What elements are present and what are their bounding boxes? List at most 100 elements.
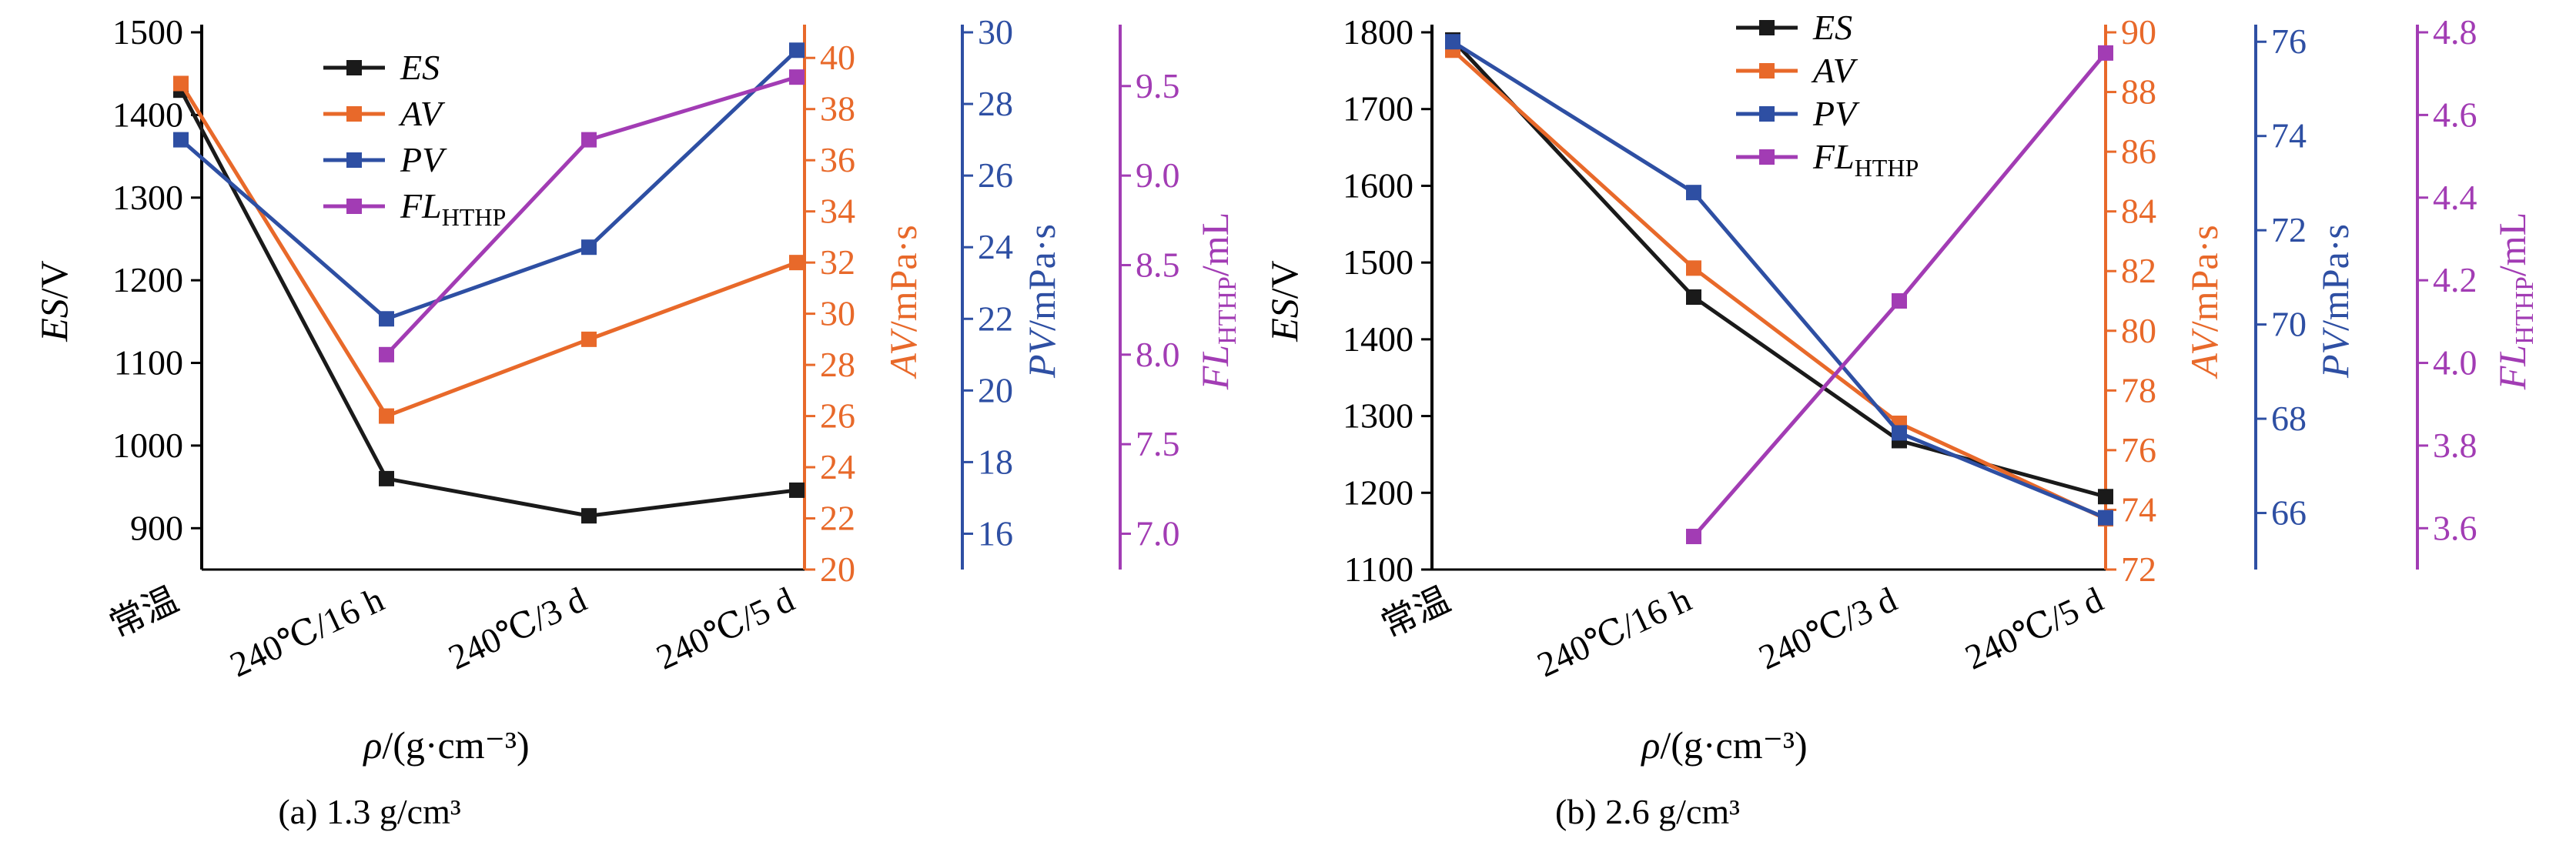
series-av bbox=[173, 75, 805, 424]
data-point bbox=[581, 331, 597, 347]
y-tick-label: 16 bbox=[978, 513, 1013, 553]
y-tick-label: 7.0 bbox=[1136, 513, 1180, 553]
y-tick-label: 88 bbox=[2121, 72, 2156, 112]
x-tick-label: 240℃/16 h bbox=[1531, 580, 1697, 685]
y-tick-label: 3.8 bbox=[2433, 426, 2477, 465]
y-tick-label: 70 bbox=[2271, 305, 2307, 344]
y-tick-label: 34 bbox=[820, 192, 855, 231]
data-point bbox=[789, 482, 805, 498]
y-tick-label: 84 bbox=[2121, 192, 2156, 231]
y-tick-label: 32 bbox=[820, 242, 855, 282]
series-line bbox=[179, 82, 798, 419]
legend-label: AV bbox=[1811, 51, 1858, 90]
legend: ES AV PV FLHTHP bbox=[323, 48, 506, 231]
y-axis-title: AV/mPa·s bbox=[2183, 225, 2226, 379]
y-axis-av: 20 22 24 26 28 30 32 34 36 38 40 AV/mPa·s bbox=[803, 25, 925, 589]
y-tick-label: 66 bbox=[2271, 493, 2307, 533]
y-tick-label: 68 bbox=[2271, 399, 2307, 438]
data-point bbox=[2098, 45, 2113, 61]
y-axis-title: ES/V bbox=[32, 260, 75, 342]
data-point bbox=[173, 132, 189, 148]
y-tick-label: 86 bbox=[2121, 132, 2156, 171]
series-line bbox=[1451, 48, 2107, 521]
legend-marker bbox=[1759, 106, 1775, 122]
x-tick-label: 常温 bbox=[103, 580, 184, 645]
data-point bbox=[789, 69, 805, 85]
series-line bbox=[179, 48, 798, 322]
data-point bbox=[1686, 185, 1701, 201]
y-tick-label: 1500 bbox=[112, 12, 183, 52]
y-tick-label: 36 bbox=[820, 140, 855, 179]
series-line bbox=[179, 89, 798, 518]
y-tick-label: 72 bbox=[2121, 550, 2156, 589]
series-line bbox=[1451, 40, 2106, 520]
x-tick-label: 常温 bbox=[1375, 580, 1456, 645]
y-tick-label: 28 bbox=[978, 84, 1013, 123]
x-axis-title: ρ/(g·cm⁻³) bbox=[362, 723, 529, 767]
y-tick-label: 30 bbox=[978, 12, 1013, 52]
y-tick-label: 8.5 bbox=[1136, 245, 1180, 284]
y-tick-label: 1100 bbox=[1344, 550, 1413, 589]
y-tick-label: 1300 bbox=[112, 178, 183, 217]
y-tick-label: 1200 bbox=[112, 260, 183, 299]
legend-label: ES bbox=[1812, 8, 1852, 47]
y-tick-label: 78 bbox=[2121, 370, 2156, 409]
x-tick-label: 240℃/3 d bbox=[443, 580, 592, 677]
data-point bbox=[1686, 289, 1701, 306]
data-point bbox=[789, 42, 805, 58]
data-point bbox=[379, 408, 394, 424]
y-tick-label: 9.5 bbox=[1136, 66, 1180, 105]
y-tick-label: 26 bbox=[820, 396, 855, 436]
data-point bbox=[1686, 529, 1701, 545]
data-point bbox=[581, 132, 597, 148]
y-axis-title: PV/mPa·s bbox=[1020, 224, 1063, 379]
x-tick-label: 240℃/5 d bbox=[651, 580, 800, 677]
y-tick-label: 1600 bbox=[1343, 165, 1413, 205]
y-tick-label: 72 bbox=[2271, 210, 2307, 249]
legend-label: PV bbox=[400, 140, 447, 179]
y-tick-label: 76 bbox=[2271, 22, 2307, 61]
y-axis-pv: 66 68 70 72 74 76 PV/mPa·s bbox=[2254, 22, 2357, 570]
data-point bbox=[789, 255, 805, 271]
y-axis-title: ES/V bbox=[1263, 260, 1306, 342]
data-point bbox=[1686, 260, 1701, 276]
data-point bbox=[379, 470, 394, 486]
y-axis-pv: 16 18 20 22 24 26 28 30 PV/mPa·s bbox=[961, 12, 1063, 570]
y-axis-title: FLHTHP/mL bbox=[2491, 212, 2539, 390]
data-point bbox=[2098, 510, 2113, 526]
legend-label: AV bbox=[398, 94, 446, 133]
y-tick-label: 4.8 bbox=[2433, 12, 2477, 52]
y-tick-label: 4.0 bbox=[2433, 343, 2477, 383]
y-axis-es: 1100 1200 1300 1400 1500 1600 1700 1800 ES/V bbox=[1263, 12, 1434, 589]
panel-caption: (a) 1.3 g/cm³ bbox=[278, 792, 460, 831]
legend-label: FLHTHP bbox=[400, 186, 506, 231]
chart-panel-a: 900100011001200130014001500ES/V202224262… bbox=[32, 12, 1242, 831]
y-axis-fl: 7.0 7.5 8.0 8.5 9.0 9.5 FLHTHP/mL bbox=[1119, 25, 1242, 570]
y-tick-label: 18 bbox=[978, 442, 1013, 481]
x-tick-label: 240℃/3 d bbox=[1753, 580, 1902, 677]
y-tick-label: 90 bbox=[2121, 12, 2156, 52]
x-axis-title: ρ/(g·cm⁻³) bbox=[1640, 723, 1807, 767]
data-point bbox=[581, 239, 597, 256]
y-tick-label: 4.2 bbox=[2433, 260, 2477, 299]
data-point bbox=[379, 311, 394, 327]
y-tick-label: 20 bbox=[820, 550, 855, 589]
y-tick-label: 1000 bbox=[112, 426, 183, 465]
legend-marker bbox=[346, 60, 362, 75]
series-pv bbox=[173, 42, 805, 327]
series-pv bbox=[1445, 34, 2113, 526]
data-point bbox=[1892, 425, 1907, 441]
y-tick-label: 74 bbox=[2121, 489, 2156, 529]
y-tick-label: 1400 bbox=[112, 95, 183, 134]
series-fl bbox=[379, 69, 805, 363]
series-es bbox=[1445, 32, 2113, 505]
legend-marker bbox=[346, 152, 362, 168]
y-tick-label: 1700 bbox=[1343, 89, 1413, 129]
legend-marker bbox=[1759, 20, 1775, 35]
y-axis-title: FLHTHP/mL bbox=[1193, 212, 1242, 390]
panel-caption: (b) 2.6 g/cm³ bbox=[1555, 792, 1740, 831]
data-point bbox=[1892, 293, 1907, 309]
legend-marker bbox=[346, 199, 362, 214]
y-tick-label: 82 bbox=[2121, 251, 2156, 290]
